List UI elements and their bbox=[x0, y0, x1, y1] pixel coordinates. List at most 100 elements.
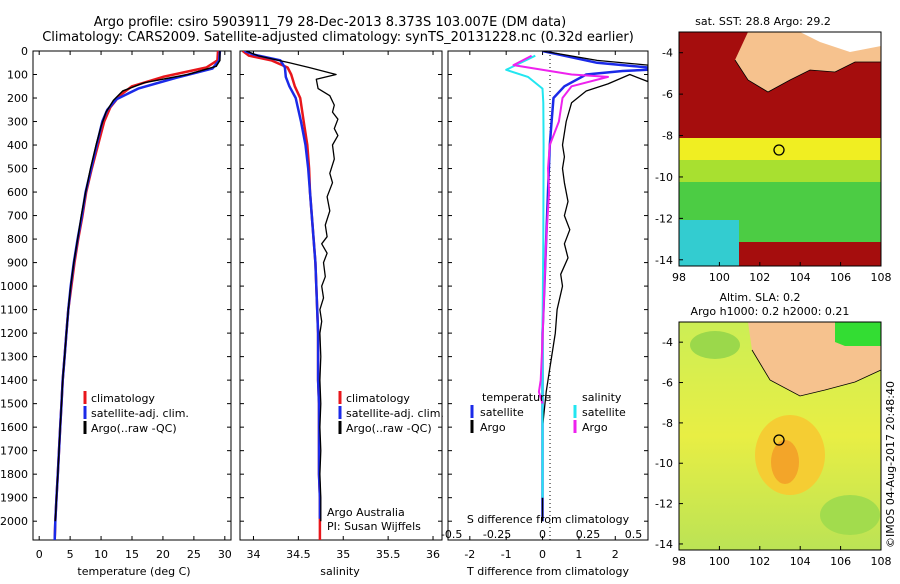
salinity-panel bbox=[239, 50, 443, 541]
map-lon-label: 106 bbox=[830, 555, 851, 568]
sst-cyan-patch bbox=[679, 220, 739, 266]
difference-lines bbox=[505, 51, 648, 522]
salinity-legend: climatology satellite-adj. clim. Argo(..… bbox=[338, 391, 444, 435]
sla-land-green bbox=[835, 322, 881, 346]
map-lon-label: 104 bbox=[790, 555, 811, 568]
sst-argo-location bbox=[773, 144, 785, 156]
x-tick-label: 35 bbox=[336, 548, 350, 561]
x-tick-label: -2 bbox=[464, 548, 475, 561]
x-tick-label: 15 bbox=[125, 548, 139, 561]
map-lon-label: 102 bbox=[749, 271, 770, 284]
temperature-panel bbox=[32, 50, 232, 541]
map-lon-label: 98 bbox=[672, 271, 686, 284]
x-tick-label: 10 bbox=[94, 548, 108, 561]
map-lat-label: -12 bbox=[655, 498, 673, 511]
depth-tick-label: 1300 bbox=[0, 351, 28, 364]
map-lon-label: 102 bbox=[749, 555, 770, 568]
salinity-axis: 34 34.5 35 35.5 36 bbox=[246, 51, 440, 561]
x-tick-label: 25 bbox=[187, 548, 201, 561]
sla-map-title2: Argo h1000: 0.2 h2000: 0.21 bbox=[691, 305, 850, 318]
difference-legend: temperature salinity satellite Argo sate… bbox=[470, 391, 626, 434]
sst-lime-band bbox=[679, 160, 881, 182]
sla-low-anomaly-south bbox=[820, 495, 880, 535]
sla-coastline bbox=[751, 349, 882, 397]
map-lat-label: -6 bbox=[662, 88, 673, 101]
map-lat-label: -4 bbox=[662, 336, 673, 349]
depth-tick-label: 800 bbox=[7, 233, 28, 246]
map-lon-label: 100 bbox=[709, 271, 730, 284]
map-lat-label: -14 bbox=[655, 254, 673, 267]
series-line-argo-raw-qc bbox=[54, 51, 221, 522]
depth-tick-label: 1700 bbox=[0, 445, 28, 458]
depth-tick-label: 1800 bbox=[0, 468, 28, 481]
legend-salinity: salinity bbox=[582, 391, 622, 404]
depth-tick-label: 1000 bbox=[0, 280, 28, 293]
depth-tick-label: 1400 bbox=[0, 374, 28, 387]
x-tick-label: 2 bbox=[612, 548, 619, 561]
x-tick-label: 0 bbox=[36, 548, 43, 561]
map-lon-label: 106 bbox=[830, 271, 851, 284]
s-diff-tick-label: -0.25 bbox=[483, 528, 511, 541]
argo-group-label: Argo Australia bbox=[327, 506, 405, 519]
difference-panel bbox=[447, 50, 649, 541]
header-line2: Climatology: CARS2009. Satellite-adjuste… bbox=[42, 30, 634, 45]
temperature-lines bbox=[53, 51, 222, 540]
x-tick-label: -1 bbox=[501, 548, 512, 561]
s-diff-axis: -0.5 -0.25 0 0.25 0.5 bbox=[441, 528, 642, 541]
sla-argo-location bbox=[773, 434, 785, 446]
series-line-satellite-adj-clim bbox=[244, 51, 322, 519]
depth-tick-label: 0 bbox=[21, 45, 28, 58]
sst-land-mask bbox=[800, 32, 881, 52]
map-lat-label: -10 bbox=[655, 171, 673, 184]
temperature-axis: 0 5 10 15 20 25 30 bbox=[36, 51, 232, 561]
map-lat-label: -12 bbox=[655, 212, 673, 225]
temperature-xlabel: temperature (deg C) bbox=[77, 565, 190, 578]
temperature-legend: climatology satellite-adj. clim. Argo(..… bbox=[83, 391, 189, 435]
map-lat-label: -4 bbox=[662, 47, 673, 60]
depth-tick-label: 2000 bbox=[0, 515, 28, 528]
depth-tick-label: 300 bbox=[7, 116, 28, 129]
legend-argo: Argo(..raw -QC) bbox=[346, 422, 432, 435]
depth-tick-label: 1500 bbox=[0, 398, 28, 411]
series-line-argo-raw-qc bbox=[246, 51, 339, 522]
depth-tick-label: 1100 bbox=[0, 304, 28, 317]
legend-s-satellite: satellite bbox=[582, 406, 626, 419]
depth-tick-label: 400 bbox=[7, 139, 28, 152]
legend-climatology: climatology bbox=[91, 392, 155, 405]
map-lat-label: -8 bbox=[662, 417, 673, 430]
depth-tick-label: 700 bbox=[7, 210, 28, 223]
depth-tick-label: 1200 bbox=[0, 327, 28, 340]
map-lon-label: 108 bbox=[871, 555, 892, 568]
x-tick-label: 0 bbox=[539, 548, 546, 561]
sla-map-frame bbox=[678, 321, 882, 551]
sla-map-title1: Altim. SLA: 0.2 bbox=[719, 291, 800, 304]
x-tick-label: 35.5 bbox=[376, 548, 401, 561]
legend-satellite: satellite-adj. clim. bbox=[91, 407, 189, 420]
diff-xlabel-top: S difference from climatology bbox=[467, 513, 630, 526]
map-lon-label: 100 bbox=[709, 555, 730, 568]
x-tick-label: 5 bbox=[67, 548, 74, 561]
sla-low-anomaly bbox=[690, 331, 740, 359]
series-line-salinity-satellite bbox=[505, 54, 545, 498]
legend-argo: Argo(..raw -QC) bbox=[91, 422, 177, 435]
legend-temperature: temperature bbox=[482, 391, 551, 404]
diff-xlabel: T difference from climatology bbox=[466, 565, 629, 578]
sla-peak-anomaly bbox=[771, 440, 799, 484]
sst-coastline bbox=[734, 59, 881, 93]
t-diff-axis: -2 -1 0 1 2 bbox=[464, 51, 619, 561]
map-lon-label: 108 bbox=[871, 271, 892, 284]
x-tick-label: 34.5 bbox=[286, 548, 311, 561]
s-diff-tick-label: 0 bbox=[539, 528, 546, 541]
sla-map-axes: 98 100 102 104 106 108 -4 -6 -8 -10 -12 -14 bbox=[655, 336, 891, 568]
pi-label: PI: Susan Wijffels bbox=[327, 520, 421, 533]
depth-tick-label: 500 bbox=[7, 163, 28, 176]
salinity-lines bbox=[241, 51, 339, 540]
x-tick-label: 30 bbox=[218, 548, 232, 561]
x-tick-label: 36 bbox=[426, 548, 440, 561]
map-lon-label: 104 bbox=[790, 271, 811, 284]
legend-climatology: climatology bbox=[346, 392, 410, 405]
map-lat-label: -8 bbox=[662, 130, 673, 143]
depth-tick-label: 600 bbox=[7, 186, 28, 199]
x-tick-label: 34 bbox=[246, 548, 260, 561]
